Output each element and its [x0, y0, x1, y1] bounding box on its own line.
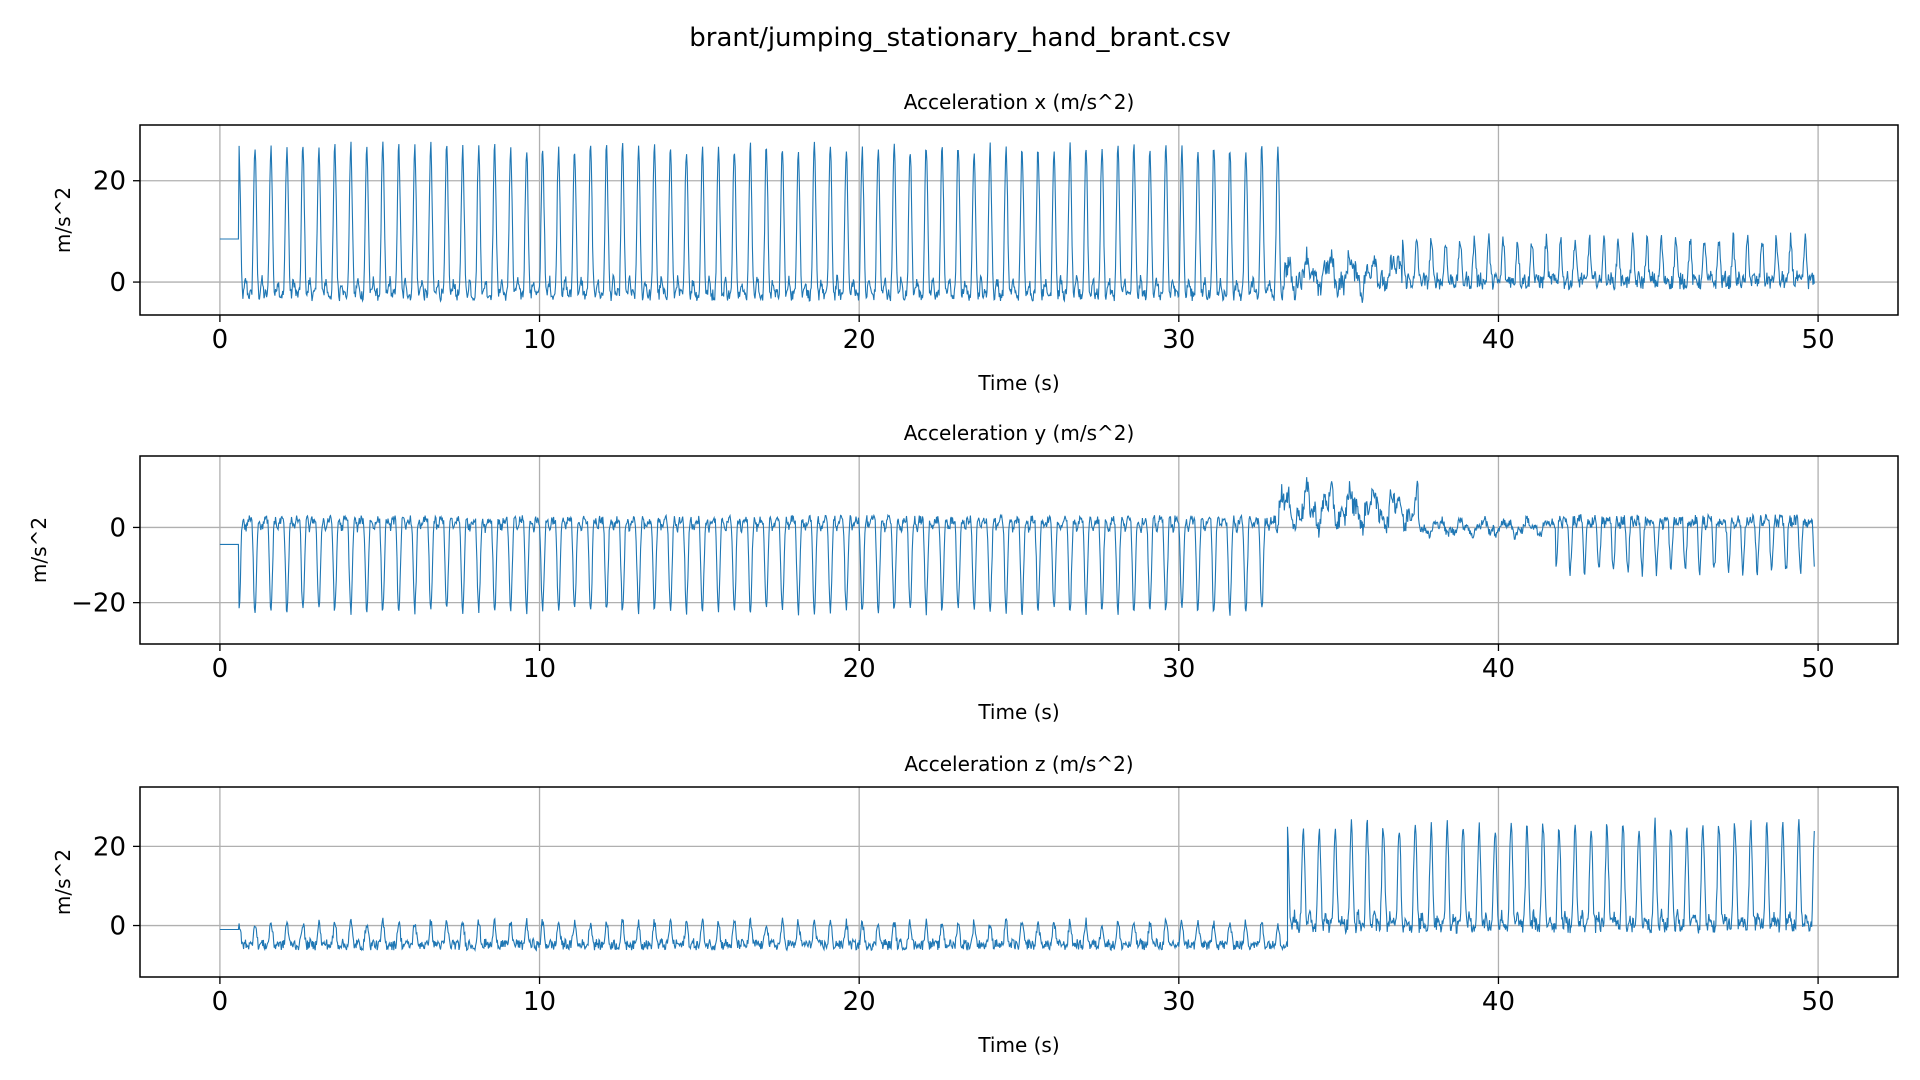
x-tick-label: 10 [523, 654, 556, 684]
series-line-acc_z [219, 817, 1815, 953]
x-tick-label: 0 [212, 987, 229, 1017]
y-tick-label: 20 [93, 832, 126, 862]
x-tick-label: 50 [1802, 325, 1835, 355]
x-tick-label: 40 [1482, 987, 1515, 1017]
x-tick-label: 30 [1162, 987, 1195, 1017]
axes-frame [139, 124, 1899, 316]
x-tick-label: 10 [523, 325, 556, 355]
subplot-title: Acceleration x (m/s^2) [904, 90, 1135, 114]
x-tick-label: 20 [843, 325, 876, 355]
y-axis-label: m/s^2 [51, 187, 75, 253]
subplot-acceleration-x: Acceleration x (m/s^2) 0 10 20 30 40 50 0 20 Time… [51, 90, 1899, 395]
y-tick-label: 0 [109, 513, 126, 543]
y-tick-label: 0 [109, 912, 126, 942]
series-line-acc_x [219, 141, 1815, 303]
axes-frame [139, 786, 1899, 978]
x-tick-label: 0 [212, 654, 229, 684]
x-tick-label: 10 [523, 987, 556, 1017]
x-tick-label: 40 [1482, 325, 1515, 355]
y-axis-label: m/s^2 [51, 849, 75, 915]
axes-frame [139, 455, 1899, 645]
x-tick-label: 50 [1802, 987, 1835, 1017]
x-tick-label: 20 [843, 654, 876, 684]
y-tick-label: −20 [71, 589, 126, 619]
y-tick-label: 20 [93, 167, 126, 197]
x-tick-label: 30 [1162, 654, 1195, 684]
subplot-title: Acceleration y (m/s^2) [904, 421, 1135, 445]
x-axis-label: Time (s) [977, 700, 1059, 724]
x-tick-label: 30 [1162, 325, 1195, 355]
y-tick-label: 0 [109, 268, 126, 298]
x-axis-label: Time (s) [977, 1033, 1059, 1057]
x-tick-label: 40 [1482, 654, 1515, 684]
y-axis-label: m/s^2 [27, 517, 51, 583]
x-tick-label: 0 [212, 325, 229, 355]
series-line-acc_y [219, 477, 1815, 616]
subplot-title: Acceleration z (m/s^2) [904, 752, 1133, 776]
subplot-acceleration-y: Acceleration y (m/s^2) 0 10 20 30 40 50 −20 0 Tim… [27, 421, 1899, 724]
x-tick-label: 50 [1802, 654, 1835, 684]
x-axis-label: Time (s) [977, 371, 1059, 395]
x-tick-label: 20 [843, 987, 876, 1017]
subplot-acceleration-z: Acceleration z (m/s^2) 0 10 20 30 40 50 0 20 Time… [51, 752, 1899, 1057]
figure-title: brant/jumping_stationary_hand_brant.csv [689, 23, 1230, 53]
